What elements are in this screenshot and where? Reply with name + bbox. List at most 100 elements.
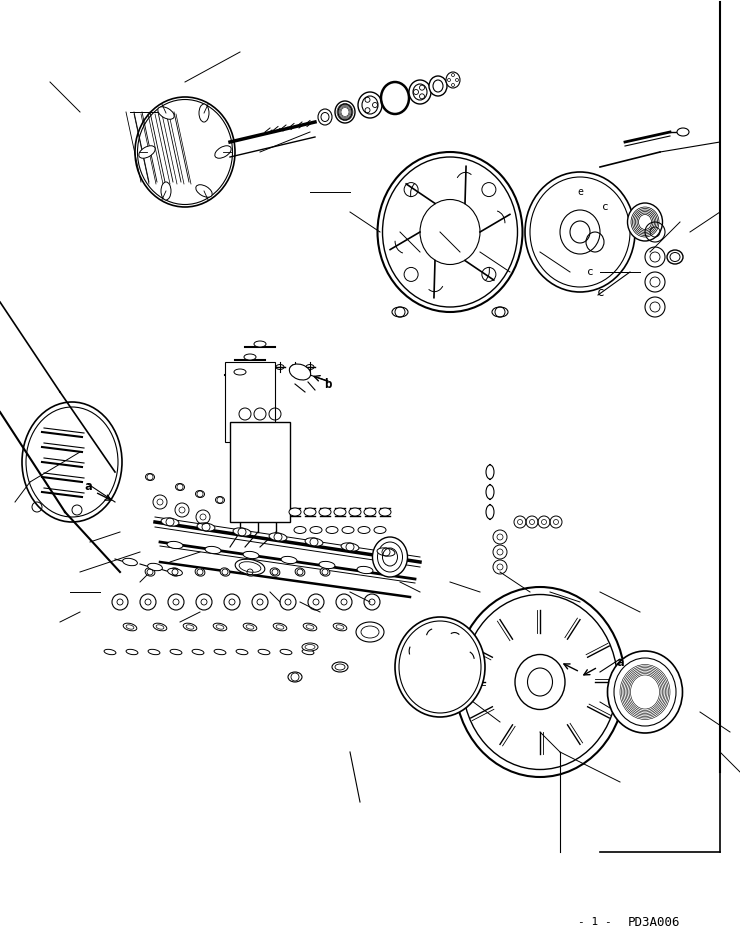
Ellipse shape [270, 568, 280, 576]
Ellipse shape [409, 80, 431, 104]
Ellipse shape [302, 643, 318, 651]
Ellipse shape [243, 624, 257, 631]
Ellipse shape [304, 508, 316, 516]
Ellipse shape [153, 624, 166, 631]
Ellipse shape [358, 526, 370, 533]
Ellipse shape [677, 128, 689, 136]
Ellipse shape [335, 101, 355, 123]
Ellipse shape [332, 662, 348, 672]
Ellipse shape [372, 537, 408, 577]
Ellipse shape [146, 473, 155, 481]
Ellipse shape [167, 568, 183, 576]
Text: e: e [577, 187, 583, 197]
Ellipse shape [195, 568, 205, 576]
Ellipse shape [305, 538, 323, 546]
Ellipse shape [215, 146, 231, 158]
Ellipse shape [145, 568, 155, 576]
Ellipse shape [244, 354, 256, 360]
Ellipse shape [289, 364, 311, 380]
Ellipse shape [199, 104, 209, 122]
Ellipse shape [294, 526, 306, 533]
Ellipse shape [358, 92, 382, 118]
Ellipse shape [486, 505, 494, 519]
Ellipse shape [525, 172, 635, 292]
Ellipse shape [139, 146, 155, 158]
Ellipse shape [161, 182, 171, 200]
Ellipse shape [302, 649, 314, 655]
Text: c: c [596, 286, 604, 299]
Ellipse shape [374, 526, 386, 533]
Ellipse shape [254, 341, 266, 347]
Ellipse shape [357, 566, 373, 574]
Ellipse shape [295, 568, 305, 576]
Ellipse shape [377, 547, 395, 556]
Ellipse shape [215, 497, 224, 504]
Text: - 1 -: - 1 - [578, 917, 612, 927]
Ellipse shape [320, 568, 330, 576]
Ellipse shape [235, 559, 265, 575]
Ellipse shape [135, 97, 235, 207]
Bar [225, 362, 275, 442]
Text: c: c [602, 202, 608, 212]
Ellipse shape [349, 508, 361, 516]
Ellipse shape [196, 185, 212, 197]
Ellipse shape [195, 490, 204, 498]
Ellipse shape [236, 649, 248, 655]
Ellipse shape [667, 250, 683, 264]
Ellipse shape [319, 508, 331, 516]
Ellipse shape [446, 72, 460, 88]
Text: a: a [84, 481, 92, 493]
Ellipse shape [364, 508, 376, 516]
Ellipse shape [184, 624, 197, 631]
Ellipse shape [167, 542, 183, 548]
Ellipse shape [318, 109, 332, 125]
Ellipse shape [170, 568, 180, 576]
Ellipse shape [379, 508, 391, 516]
Ellipse shape [334, 508, 346, 516]
Ellipse shape [341, 543, 359, 551]
Ellipse shape [377, 152, 522, 312]
Ellipse shape [214, 649, 226, 655]
Ellipse shape [280, 649, 292, 655]
Ellipse shape [395, 617, 485, 717]
Ellipse shape [170, 649, 182, 655]
Text: c: c [587, 267, 593, 277]
Ellipse shape [273, 624, 287, 631]
Ellipse shape [123, 624, 137, 631]
Ellipse shape [429, 76, 447, 96]
Ellipse shape [628, 203, 662, 241]
Ellipse shape [213, 624, 227, 631]
Ellipse shape [310, 526, 322, 533]
Ellipse shape [148, 649, 160, 655]
Ellipse shape [205, 546, 221, 554]
Ellipse shape [492, 307, 508, 317]
Ellipse shape [245, 568, 255, 576]
Ellipse shape [234, 369, 246, 375]
Ellipse shape [233, 527, 251, 536]
Ellipse shape [319, 562, 335, 568]
Ellipse shape [147, 564, 162, 570]
Ellipse shape [123, 558, 138, 565]
Ellipse shape [269, 533, 287, 541]
Ellipse shape [158, 107, 174, 119]
Ellipse shape [281, 556, 297, 564]
Ellipse shape [486, 485, 494, 499]
Ellipse shape [220, 568, 230, 576]
Ellipse shape [192, 649, 204, 655]
Ellipse shape [104, 649, 116, 655]
Text: b: b [324, 378, 332, 390]
Ellipse shape [289, 508, 301, 516]
Ellipse shape [243, 551, 259, 559]
Ellipse shape [22, 402, 122, 522]
Ellipse shape [303, 624, 317, 631]
Ellipse shape [126, 649, 138, 655]
Ellipse shape [608, 651, 682, 733]
Ellipse shape [342, 526, 354, 533]
Ellipse shape [326, 526, 338, 533]
Ellipse shape [486, 465, 494, 479]
Ellipse shape [197, 523, 215, 531]
Ellipse shape [392, 307, 408, 317]
Ellipse shape [455, 587, 625, 777]
Text: a: a [616, 656, 624, 668]
Ellipse shape [333, 624, 347, 631]
